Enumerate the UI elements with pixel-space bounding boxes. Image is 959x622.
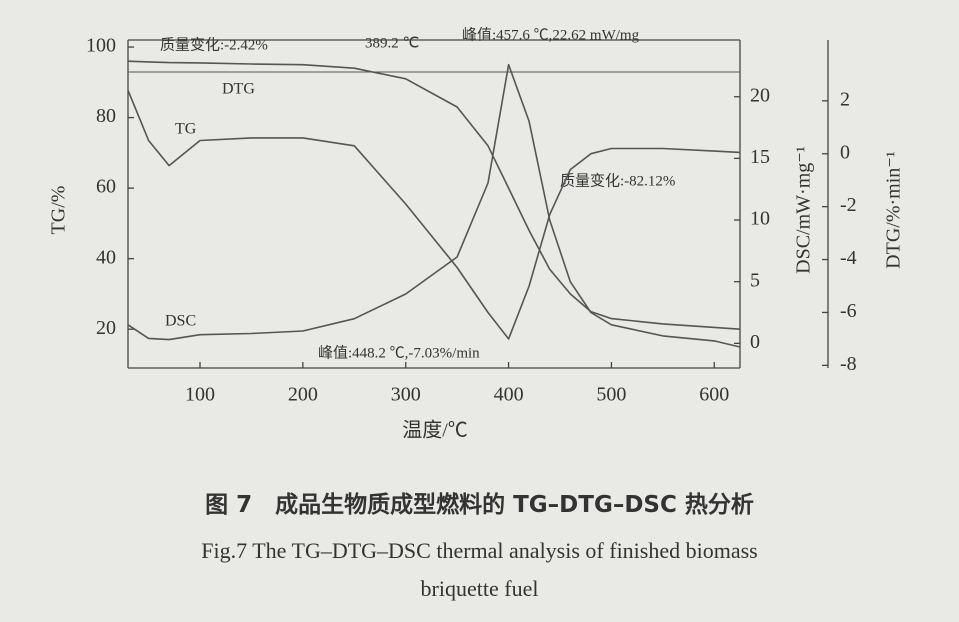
y3-axis-label: DTG/%·min⁻¹ [883, 151, 905, 269]
data-line [127, 63, 741, 348]
y-tick-label: 40 [96, 246, 116, 268]
annotation: 峰值:457.6 ℃,22.62 mW/mg [462, 26, 640, 43]
y3-tick-label: -4 [840, 247, 857, 269]
y-tick-label: 20 [96, 317, 116, 339]
x-tick-label: 400 [494, 384, 524, 406]
y2-tick-label: 20 [750, 84, 770, 106]
y3-tick-label: -2 [840, 194, 857, 216]
series-label: TG [175, 121, 197, 138]
y-tick-label: 60 [96, 176, 116, 198]
x-tick-label: 300 [391, 384, 421, 406]
data-line [127, 60, 741, 330]
caption-cn: 图 7 成品生物质成型燃料的 TG–DTG–DSC 热分析 [205, 492, 754, 518]
x-tick-label: 100 [185, 384, 215, 406]
y-tick-label: 100 [86, 35, 116, 57]
y-axis-label: TG/% [48, 186, 70, 235]
series-label: DSC [165, 313, 196, 330]
annotation: 质量变化:-2.42% [160, 36, 268, 53]
y3-tick-label: 2 [840, 88, 850, 110]
caption-en: Fig.7 The TG–DTG–DSC thermal analysis of… [201, 538, 758, 601]
annotation: 峰值:448.2 ℃,-7.03%/min [318, 344, 480, 361]
x-tick-label: 600 [699, 384, 729, 406]
data-line [127, 89, 741, 340]
annotation: 质量变化:-82.12% [560, 172, 675, 189]
chart: TG/% DSC/mW·mg⁻¹ DTG/%·min⁻¹ 温度/℃ 质量变化:-… [48, 26, 905, 442]
y3-tick-label: 0 [840, 141, 850, 163]
x-axis-label: 温度/℃ [402, 419, 468, 442]
y3-tick-label: -8 [840, 353, 857, 375]
y2-tick-label: 0 [750, 331, 760, 353]
y2-tick-label: 15 [750, 146, 770, 168]
y-tick-label: 80 [96, 105, 116, 127]
x-tick-label: 200 [288, 384, 318, 406]
y2-tick-label: 10 [750, 208, 770, 230]
y2-tick-label: 5 [750, 269, 760, 291]
x-tick-label: 500 [596, 384, 626, 406]
series-label: DTG [222, 81, 255, 98]
y2-axis-label: DSC/mW·mg⁻¹ [793, 146, 815, 274]
y3-tick-label: -6 [840, 300, 857, 322]
annotation: 389.2 ℃ [365, 35, 419, 51]
